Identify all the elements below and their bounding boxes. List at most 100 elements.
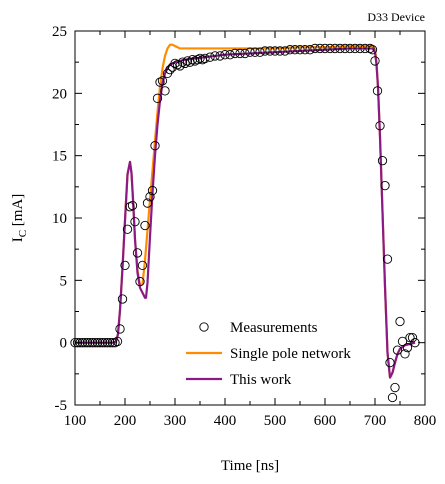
measurement-point bbox=[250, 47, 260, 57]
measurement-point bbox=[230, 48, 240, 59]
x-tick-label: 400 bbox=[214, 413, 237, 429]
measurement-point bbox=[90, 338, 100, 348]
measurement-point bbox=[350, 43, 360, 54]
measurement-point bbox=[135, 276, 145, 287]
measurement-point bbox=[187, 55, 198, 65]
legend-marker-measurements bbox=[199, 322, 209, 332]
measurement-point bbox=[170, 58, 180, 69]
measurement-point bbox=[407, 333, 418, 343]
measurement-point bbox=[382, 254, 393, 264]
measurement-point bbox=[405, 333, 415, 343]
measurement-point bbox=[280, 46, 290, 56]
x-tick-label: 800 bbox=[414, 413, 437, 429]
measurement-point bbox=[310, 43, 320, 54]
measurement-point bbox=[145, 192, 155, 202]
measurement-point bbox=[165, 65, 175, 75]
measurement-point bbox=[105, 338, 115, 348]
legend-label-measurements: Measurements bbox=[230, 320, 318, 336]
x-tick-label: 500 bbox=[264, 413, 287, 429]
measurement-point bbox=[95, 338, 105, 348]
measurement-point bbox=[182, 56, 193, 66]
measurement-point bbox=[192, 55, 203, 65]
measurement-point bbox=[132, 248, 143, 258]
y-axis-label-subscript: C bbox=[17, 230, 29, 237]
measurement-point bbox=[210, 51, 220, 61]
measurement-point bbox=[152, 93, 163, 103]
measurement-point bbox=[100, 338, 110, 348]
x-tick-label: 200 bbox=[114, 413, 137, 429]
measurement-point bbox=[345, 43, 355, 54]
y-tick-label: 20 bbox=[52, 86, 67, 102]
measurement-point bbox=[355, 43, 365, 54]
measurement-point bbox=[255, 47, 265, 57]
measurement-point bbox=[387, 392, 398, 403]
measurement-point bbox=[112, 336, 123, 347]
x-tick-label: 100 bbox=[64, 413, 87, 429]
measurement-point bbox=[125, 202, 135, 212]
measurement-point bbox=[102, 338, 113, 348]
series-layer bbox=[70, 43, 420, 403]
measurement-point bbox=[340, 43, 350, 54]
measurement-point bbox=[390, 382, 400, 393]
measurement-point bbox=[290, 45, 300, 55]
x-tick-label: 600 bbox=[314, 413, 337, 429]
measurement-point bbox=[117, 294, 128, 304]
measurement-point bbox=[335, 43, 345, 54]
measurement-point bbox=[157, 76, 168, 86]
y-tick-label: 15 bbox=[52, 149, 67, 165]
measurement-point bbox=[260, 46, 270, 56]
x-axis-label: Time [ns] bbox=[221, 458, 279, 474]
measurement-point bbox=[392, 345, 403, 355]
measurement-point bbox=[195, 53, 205, 64]
measurement-point bbox=[115, 324, 125, 334]
measurement-point bbox=[397, 336, 408, 347]
measurement-point bbox=[370, 56, 380, 66]
measurement-point bbox=[245, 47, 255, 57]
measurement-point bbox=[122, 224, 133, 234]
y-tick-label: 10 bbox=[52, 211, 67, 227]
y-tick-label: 25 bbox=[52, 24, 67, 40]
measurement-point bbox=[142, 198, 153, 208]
measurement-point bbox=[97, 338, 108, 348]
measurement-point bbox=[130, 217, 140, 227]
measurement-point bbox=[235, 48, 245, 59]
measurement-point bbox=[85, 338, 95, 348]
measurement-point bbox=[200, 53, 210, 64]
legend-label-single-pole-network: Single pole network bbox=[230, 346, 351, 362]
measurement-point bbox=[375, 121, 385, 131]
measurement-point bbox=[240, 48, 250, 59]
measurement-point bbox=[295, 45, 305, 55]
measurement-point bbox=[365, 43, 375, 54]
measurement-point bbox=[140, 220, 150, 231]
measurement-point bbox=[87, 338, 98, 348]
legend: Measurements Single pole network This work bbox=[186, 320, 351, 388]
y-axis-label: IC [mA] bbox=[10, 194, 29, 243]
measurement-point bbox=[402, 342, 413, 353]
chart-title: D33 Device bbox=[367, 10, 425, 24]
measurement-point bbox=[107, 338, 118, 348]
measurement-point bbox=[275, 46, 285, 56]
measurement-point bbox=[315, 43, 325, 54]
x-tick-label: 300 bbox=[164, 413, 187, 429]
y-tick-label: -5 bbox=[55, 398, 68, 414]
measurement-point bbox=[220, 50, 230, 60]
measurement-point bbox=[270, 46, 280, 56]
measurement-point bbox=[265, 46, 275, 56]
measurement-point bbox=[385, 357, 395, 368]
y-tick-label: 0 bbox=[60, 336, 68, 352]
measurement-point bbox=[300, 45, 310, 55]
measurement-point bbox=[285, 45, 295, 55]
measurement-point bbox=[205, 52, 215, 62]
x-tick-label: 700 bbox=[364, 413, 387, 429]
measurement-point bbox=[150, 141, 160, 151]
y-axis-label-unit: [mA] bbox=[10, 194, 26, 230]
measurement-point bbox=[177, 57, 188, 67]
measurement-point bbox=[400, 349, 410, 359]
measurement-point bbox=[155, 77, 165, 87]
tick-layer: 100 200 300 400 500 600 700 800 -5 0 5 10 15 20 25 bbox=[52, 24, 436, 429]
measurement-point bbox=[225, 50, 235, 60]
measurement-point bbox=[127, 200, 138, 211]
legend-label-this-work: This work bbox=[230, 372, 292, 388]
measurement-point bbox=[325, 43, 335, 54]
